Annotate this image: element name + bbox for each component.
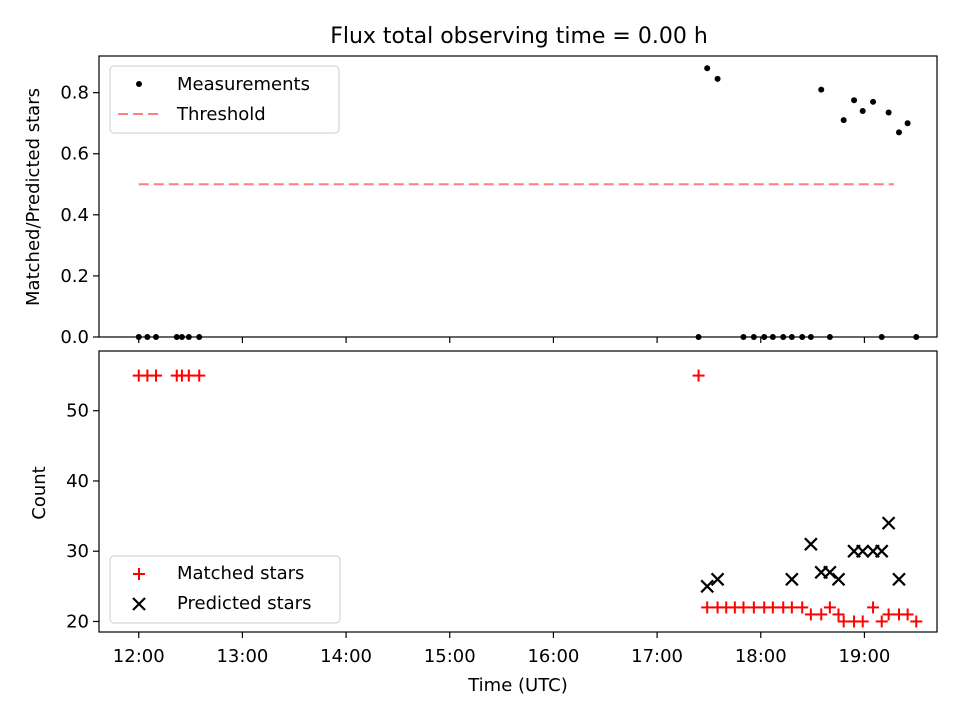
legend-label-predicted: Predicted stars (177, 593, 311, 614)
matched-star-point (882, 608, 895, 621)
top-panel: 0.00.20.40.60.8 Matched/Predicted stars … (23, 55, 938, 348)
matched-star-point (910, 615, 923, 628)
top-legend-box (109, 65, 340, 134)
x-tick-label: 13:00 (216, 646, 268, 667)
measurement-point (895, 129, 902, 136)
predicted-stars-points (700, 516, 906, 594)
matched-star-point (747, 601, 760, 614)
top-legend: Measurements Threshold (109, 65, 340, 134)
bottom-y-tick-label: 30 (66, 541, 89, 562)
matched-star-point (737, 601, 750, 614)
x-tick-label: 16:00 (527, 646, 579, 667)
matched-star-point (875, 615, 888, 628)
top-y-tick-label: 0.0 (60, 327, 89, 348)
legend-marker-matched (133, 568, 145, 580)
matched-star-point (766, 601, 779, 614)
matched-star-point (804, 608, 817, 621)
x-axis-label: Time (UTC) (467, 675, 568, 696)
bottom-y-axis-label: Count (29, 466, 50, 519)
matched-star-point (150, 369, 163, 382)
predicted-star-point (823, 565, 837, 580)
matched-star-point (856, 615, 869, 628)
matched-star-point (823, 601, 836, 614)
predicted-star-point (700, 579, 714, 594)
top-y-tick-label: 0.6 (60, 144, 89, 165)
matched-star-point (815, 608, 828, 621)
bottom-axes-frame (98, 350, 938, 633)
x-tick-label: 19:00 (838, 646, 890, 667)
bottom-panel: 20 30 40 50 12:00 13:00 14:00 15:00 16:00 17:00 1… (29, 350, 938, 696)
legend-label-matched: Matched stars (177, 563, 304, 584)
top-axes-frame (98, 55, 938, 338)
legend-label-threshold: Threshold (176, 104, 266, 125)
measurement-point (885, 109, 892, 116)
matched-stars-points (132, 369, 923, 628)
predicted-star-point (831, 572, 846, 587)
legend-plus-mark (133, 568, 145, 580)
measurement-point (904, 120, 911, 127)
measurement-point (818, 86, 825, 93)
x-tick-label: 18:00 (735, 646, 787, 667)
legend-label-measurements: Measurements (177, 74, 310, 95)
bottom-y-tick-label: 40 (66, 471, 89, 492)
legend-marker-measurements (136, 81, 142, 87)
matched-star-point (692, 369, 705, 382)
predicted-star-point (874, 544, 889, 558)
measurement-point (870, 98, 877, 105)
measurement-point (840, 117, 847, 124)
x-tick-label: 14:00 (320, 646, 372, 667)
x-tick-label: 17:00 (631, 646, 683, 667)
bottom-legend-box (109, 555, 341, 624)
chart-title: Flux total observing time = 0.00 h (330, 24, 708, 49)
measurement-point (704, 65, 711, 72)
legend-marker-predicted (132, 597, 146, 611)
x-tick-label: 12:00 (113, 646, 165, 667)
top-y-tick-label: 0.2 (60, 266, 89, 287)
bottom-y-tick-label: 50 (66, 401, 89, 422)
matched-star-point (193, 369, 206, 382)
legend-cross-mark (132, 597, 146, 611)
bottom-y-tick-label: 20 (66, 611, 89, 632)
predicted-star-point (785, 572, 799, 587)
top-y-tick-label: 0.4 (60, 205, 89, 226)
predicted-star-point (881, 516, 896, 530)
top-y-axis-label: Matched/Predicted stars (23, 88, 44, 306)
top-y-tick-label: 0.8 (60, 83, 89, 104)
measurement-point (851, 97, 858, 104)
bottom-legend: Matched stars Predicted stars (109, 555, 341, 624)
matched-star-point (796, 601, 809, 614)
x-tick-label: 15:00 (424, 646, 476, 667)
predicted-star-point (855, 544, 870, 558)
matched-star-point (867, 601, 880, 614)
matched-star-point (701, 601, 714, 614)
matched-star-point (785, 601, 798, 614)
predicted-star-point (710, 572, 725, 587)
measurement-point (714, 75, 721, 82)
predicted-star-point (892, 572, 906, 587)
predicted-star-point (804, 537, 818, 551)
matched-star-point (901, 608, 914, 621)
matched-star-point (837, 615, 850, 628)
matched-star-point (182, 369, 195, 382)
matched-star-point (832, 608, 845, 621)
measurement-point (859, 107, 866, 114)
